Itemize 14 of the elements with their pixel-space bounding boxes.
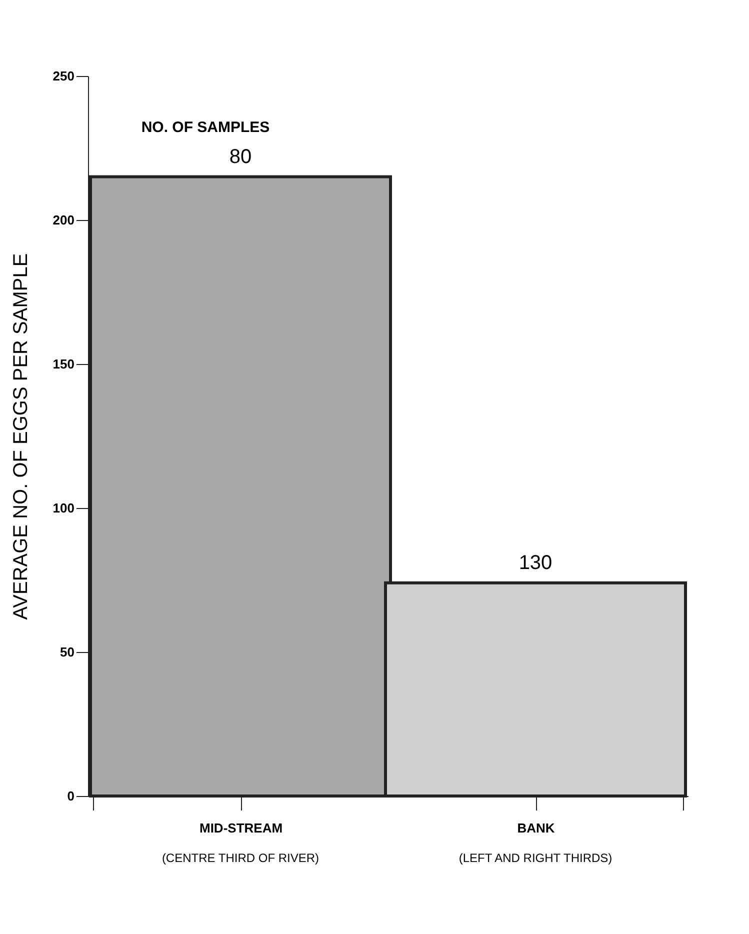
y-tick-label: 0 bbox=[67, 788, 74, 804]
annotation: 130 bbox=[518, 552, 552, 574]
y-tick-label: 100 bbox=[52, 500, 74, 516]
x-tick-label: BANK bbox=[517, 820, 556, 836]
text: (CENTRE THIRD OF RIVER) bbox=[162, 851, 320, 865]
x-tick-label: MID-STREAM bbox=[199, 820, 283, 836]
annotation: 80 bbox=[229, 146, 252, 168]
y-tick-label: 150 bbox=[52, 356, 74, 372]
text: (LEFT AND RIGHT THIRDS) bbox=[458, 851, 612, 865]
y-tick-label: 50 bbox=[60, 644, 74, 660]
annotation: NO. OF SAMPLES bbox=[141, 118, 270, 136]
y-tick-label: 200 bbox=[52, 212, 74, 228]
y-tick-label: 250 bbox=[52, 68, 74, 84]
y-axis-title: AVERAGE NO. OF EGGS PER SAMPLE bbox=[10, 253, 32, 620]
